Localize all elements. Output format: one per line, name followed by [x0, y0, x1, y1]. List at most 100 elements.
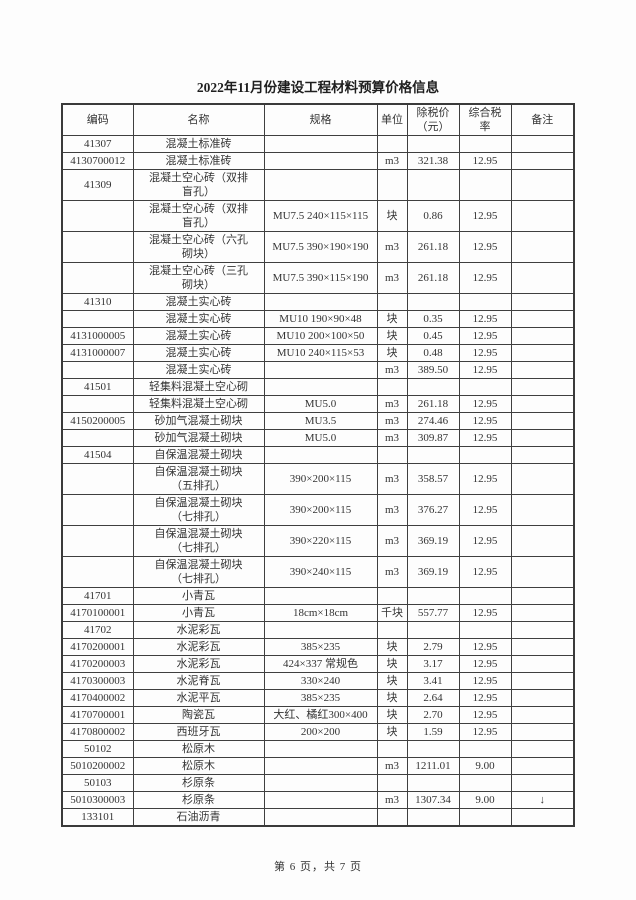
table-cell: 385×235: [263, 638, 378, 656]
table-cell: [510, 723, 575, 741]
table-cell: 混凝土实心砖: [132, 310, 265, 328]
table-cell: [458, 169, 512, 201]
table-cell: [510, 638, 575, 656]
table-cell: 4131000007: [61, 344, 134, 362]
table-cell: [510, 200, 575, 232]
table-cell: [510, 604, 575, 622]
table-cell: m3: [376, 429, 408, 447]
table-cell: 混凝土空心砖（三孔 砌块）: [132, 262, 265, 294]
table-cell: 376.27: [406, 494, 460, 526]
table-cell: [376, 808, 408, 827]
table-row: 混凝土空心砖（双排 盲孔） MU7.5 240×115×115 块 0.86 12.95: [61, 200, 575, 232]
table-cell: 261.18: [406, 231, 460, 263]
table-cell: 385×235: [263, 689, 378, 707]
table-cell: 12.95: [458, 361, 512, 379]
table-cell: 自保温混凝土砌块: [132, 446, 265, 464]
table-cell: [510, 310, 575, 328]
table-cell: [61, 395, 134, 413]
table-cell: [458, 378, 512, 396]
table-cell: 12.95: [458, 395, 512, 413]
table-cell: m3: [376, 525, 408, 557]
table-cell: 0.45: [406, 327, 460, 345]
table-row: 41310 混凝土实心砖: [61, 293, 575, 311]
table-cell: 200×200: [263, 723, 378, 741]
table-row: 41501 轻集料混凝土空心砌: [61, 378, 575, 396]
table-cell: 12.95: [458, 494, 512, 526]
table-cell: 321.38: [406, 152, 460, 170]
table-cell: 轻集料混凝土空心砌: [132, 378, 265, 396]
table-cell: 41501: [61, 378, 134, 396]
table-cell: [406, 293, 460, 311]
table-cell: [458, 446, 512, 464]
table-cell: [406, 587, 460, 605]
table-cell: 390×200×115: [263, 463, 378, 495]
table-cell: [406, 169, 460, 201]
table-cell: 块: [376, 723, 408, 741]
table-cell: 陶瓷瓦: [132, 706, 265, 724]
table-cell: [376, 378, 408, 396]
table-cell: 杉原条: [132, 774, 265, 792]
table-cell: 41702: [61, 621, 134, 639]
table-cell: [263, 774, 378, 792]
table-cell: [376, 587, 408, 605]
table-cell: 块: [376, 200, 408, 232]
table-cell: [61, 463, 134, 495]
table-cell: [510, 344, 575, 362]
table-cell: 1.59: [406, 723, 460, 741]
table-cell: [406, 621, 460, 639]
table-cell: [510, 621, 575, 639]
table-cell: MU7.5 390×115×190: [263, 262, 378, 294]
table-cell: [510, 655, 575, 673]
table-cell: m3: [376, 494, 408, 526]
table-cell: 369.19: [406, 556, 460, 588]
table-cell: 4170800002: [61, 723, 134, 741]
table-cell: [376, 293, 408, 311]
table-row: 自保温混凝土砌块 （五排孔） 390×200×115 m3 358.57 12.95: [61, 463, 575, 495]
column-header-name: 名称: [132, 103, 265, 136]
table-cell: 小青瓦: [132, 604, 265, 622]
table-row: 砂加气混凝土砌块 MU5.0 m3 309.87 12.95: [61, 429, 575, 447]
table-cell: 12.95: [458, 412, 512, 430]
table-cell: [61, 556, 134, 588]
table-cell: 杉原条: [132, 791, 265, 809]
table-cell: [510, 429, 575, 447]
table-cell: [510, 706, 575, 724]
table-cell: 块: [376, 310, 408, 328]
table-cell: 261.18: [406, 395, 460, 413]
table-cell: 小青瓦: [132, 587, 265, 605]
table-cell: 18cm×18cm: [263, 604, 378, 622]
table-cell: 274.46: [406, 412, 460, 430]
table-cell: 12.95: [458, 429, 512, 447]
table-row: 5010300003 杉原条 m3 1307.34 9.00 ↓: [61, 791, 575, 809]
table-cell: 块: [376, 672, 408, 690]
table-cell: 自保温混凝土砌块 （七排孔）: [132, 556, 265, 588]
table-cell: [406, 378, 460, 396]
table-cell: 4170200001: [61, 638, 134, 656]
table-cell: [406, 774, 460, 792]
table-cell: m3: [376, 361, 408, 379]
table-cell: 358.57: [406, 463, 460, 495]
table-cell: [510, 494, 575, 526]
table-cell: [263, 808, 378, 827]
table-cell: 石油沥青: [132, 808, 265, 827]
table-cell: 369.19: [406, 525, 460, 557]
table-cell: 0.48: [406, 344, 460, 362]
table-cell: [263, 152, 378, 170]
table-cell: MU10 190×90×48: [263, 310, 378, 328]
table-cell: [458, 587, 512, 605]
table-cell: 50103: [61, 774, 134, 792]
page-number-footer: 第 6 页，共 7 页: [274, 861, 362, 873]
table-cell: [263, 378, 378, 396]
table-cell: 5010300003: [61, 791, 134, 809]
table-cell: [510, 808, 575, 827]
table-row: 混凝土实心砖 MU10 190×90×48 块 0.35 12.95: [61, 310, 575, 328]
table-cell: [376, 135, 408, 153]
table-cell: 块: [376, 706, 408, 724]
table-cell: 4130700012: [61, 152, 134, 170]
table-cell: 4170400002: [61, 689, 134, 707]
table-cell: [263, 587, 378, 605]
table-cell: m3: [376, 262, 408, 294]
table-row: 41504 自保温混凝土砌块: [61, 446, 575, 464]
table-cell: [510, 463, 575, 495]
